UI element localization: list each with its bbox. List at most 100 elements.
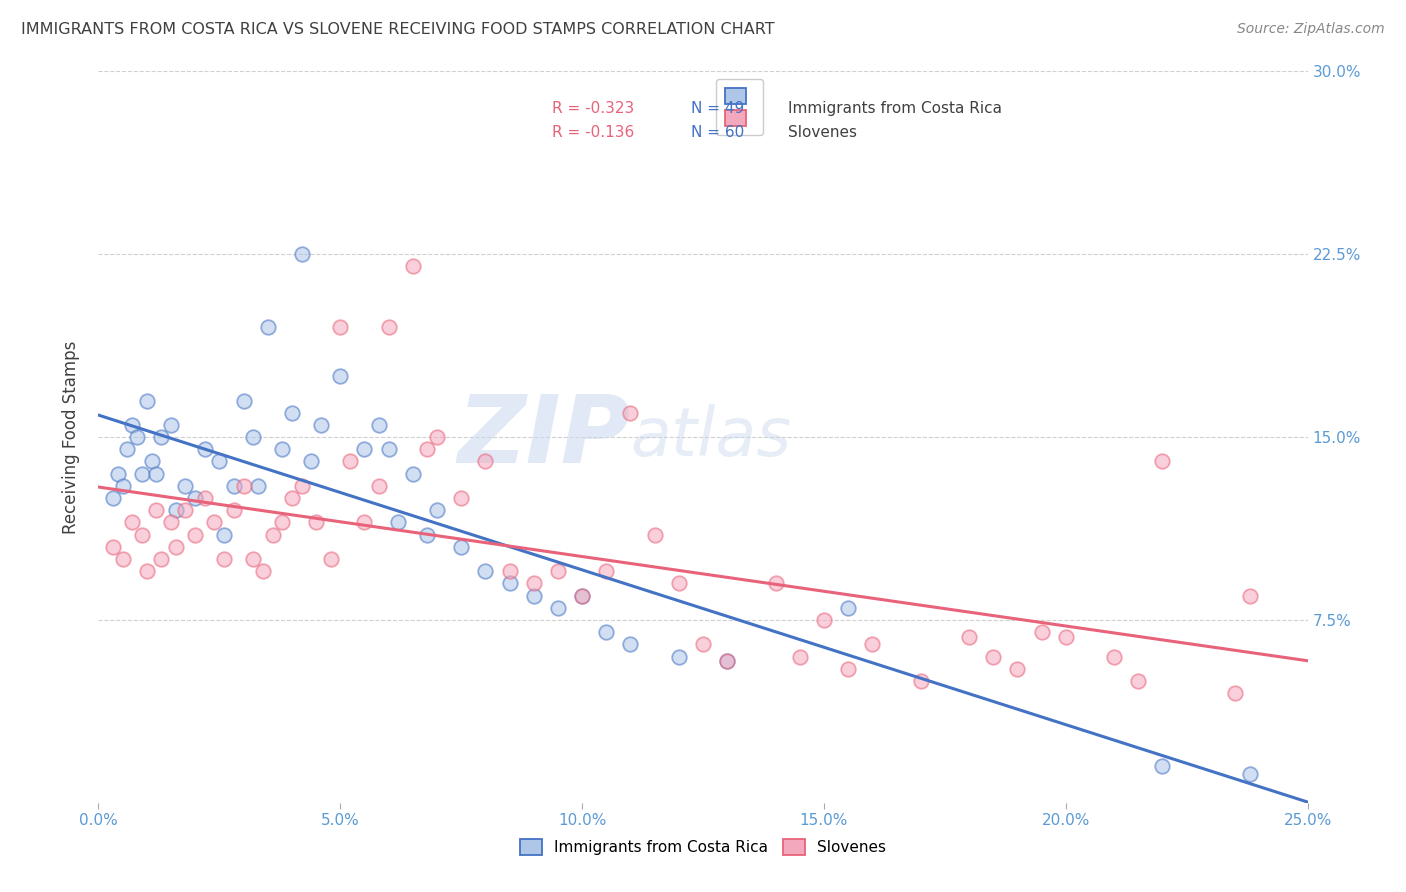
Point	[523, 576, 546, 591]
Point	[957, 630, 980, 644]
Point	[208, 454, 231, 468]
Point	[271, 516, 294, 530]
Point	[252, 564, 274, 578]
Point	[387, 516, 409, 530]
Point	[184, 527, 207, 541]
Point	[290, 247, 312, 261]
Point	[1031, 625, 1053, 640]
Legend: Immigrants from Costa Rica, Slovenes: Immigrants from Costa Rica, Slovenes	[515, 833, 891, 861]
Point	[121, 417, 143, 432]
Point	[232, 479, 254, 493]
Point	[377, 442, 399, 457]
Point	[860, 637, 883, 651]
Point	[547, 600, 569, 615]
Point	[1239, 766, 1261, 780]
Point	[498, 576, 520, 591]
Point	[813, 613, 835, 627]
Point	[131, 527, 153, 541]
Text: ZIP: ZIP	[457, 391, 630, 483]
Point	[716, 654, 738, 668]
Point	[194, 442, 217, 457]
Point	[111, 552, 134, 566]
Point	[1152, 454, 1174, 468]
Point	[523, 589, 546, 603]
Point	[121, 516, 143, 530]
Text: R = -0.136: R = -0.136	[551, 125, 634, 140]
Point	[281, 491, 304, 505]
Point	[837, 662, 859, 676]
Point	[1239, 589, 1261, 603]
Point	[595, 625, 617, 640]
Point	[353, 516, 375, 530]
Text: atlas: atlas	[630, 404, 792, 470]
Text: Slovenes: Slovenes	[787, 125, 856, 140]
Point	[165, 503, 187, 517]
Point	[571, 589, 593, 603]
Point	[174, 503, 197, 517]
Point	[212, 552, 235, 566]
Point	[668, 649, 690, 664]
Point	[194, 491, 217, 505]
Point	[416, 442, 439, 457]
Point	[256, 320, 278, 334]
Point	[1128, 673, 1150, 688]
Point	[222, 503, 245, 517]
Point	[131, 467, 153, 481]
Point	[668, 576, 690, 591]
Point	[619, 637, 641, 651]
Text: N = 49: N = 49	[690, 102, 744, 116]
Point	[262, 527, 284, 541]
Point	[281, 406, 304, 420]
Point	[377, 320, 399, 334]
Y-axis label: Receiving Food Stamps: Receiving Food Stamps	[62, 341, 80, 533]
Point	[290, 479, 312, 493]
Point	[107, 467, 129, 481]
Point	[368, 417, 391, 432]
Point	[1102, 649, 1125, 664]
Point	[547, 564, 569, 578]
Point	[1007, 662, 1029, 676]
Text: IMMIGRANTS FROM COSTA RICA VS SLOVENE RECEIVING FOOD STAMPS CORRELATION CHART: IMMIGRANTS FROM COSTA RICA VS SLOVENE RE…	[21, 22, 775, 37]
Point	[692, 637, 714, 651]
Point	[450, 540, 472, 554]
Point	[765, 576, 787, 591]
Point	[135, 564, 157, 578]
Point	[1223, 686, 1246, 700]
Point	[450, 491, 472, 505]
Point	[789, 649, 811, 664]
Point	[184, 491, 207, 505]
Point	[319, 552, 342, 566]
Point	[981, 649, 1004, 664]
Point	[141, 454, 163, 468]
Point	[571, 589, 593, 603]
Text: Immigrants from Costa Rica: Immigrants from Costa Rica	[787, 102, 1001, 116]
Point	[111, 479, 134, 493]
Point	[339, 454, 361, 468]
Point	[595, 564, 617, 578]
Point	[619, 406, 641, 420]
Point	[232, 393, 254, 408]
Text: N = 60: N = 60	[690, 125, 744, 140]
Point	[309, 417, 332, 432]
Point	[329, 320, 352, 334]
Text: R = -0.323: R = -0.323	[551, 102, 634, 116]
Point	[368, 479, 391, 493]
Point	[101, 540, 124, 554]
Point	[135, 393, 157, 408]
Point	[1054, 630, 1077, 644]
Point	[498, 564, 520, 578]
Point	[329, 369, 352, 384]
Point	[247, 479, 270, 493]
Point	[160, 417, 183, 432]
Point	[242, 552, 264, 566]
Point	[127, 430, 149, 444]
Point	[212, 527, 235, 541]
Point	[271, 442, 294, 457]
Point	[402, 260, 425, 274]
Point	[150, 430, 173, 444]
Point	[117, 442, 139, 457]
Point	[1152, 759, 1174, 773]
Point	[474, 564, 496, 578]
Point	[426, 503, 449, 517]
Point	[145, 503, 167, 517]
